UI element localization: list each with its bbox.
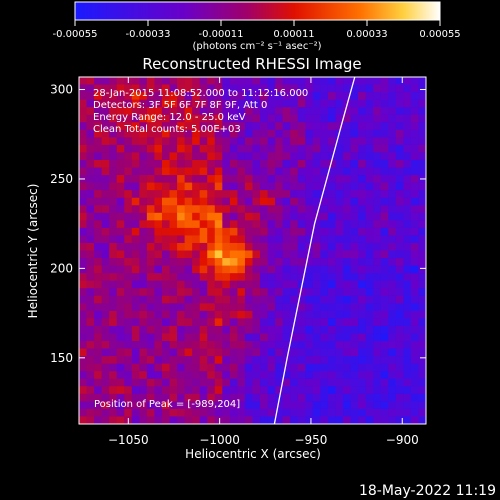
y-tick-label: 250 bbox=[50, 172, 73, 186]
annotation-clean-counts: Clean Total counts: 5.00E+03 bbox=[93, 124, 241, 135]
x-tick-label: −1050 bbox=[108, 433, 149, 447]
y-tick-label: 300 bbox=[50, 83, 73, 97]
annotation-peak-position: Position of Peak = [-989,204] bbox=[94, 399, 240, 410]
colorbar-unit-label: (photons cm⁻² s⁻¹ asec⁻²) bbox=[192, 41, 321, 52]
colorbar-tick-label: -0.00011 bbox=[199, 29, 244, 40]
footer-timestamp: 18-May-2022 11:19 bbox=[359, 483, 496, 499]
plot-frame bbox=[78, 76, 427, 425]
colorbar-tick-label: 0.00011 bbox=[273, 29, 314, 40]
colorbar-tick-label: 0.00055 bbox=[419, 29, 460, 40]
x-tick-label: −950 bbox=[294, 433, 327, 447]
colorbar-tick-label: 0.00033 bbox=[346, 29, 387, 40]
x-tick-label: −900 bbox=[386, 433, 419, 447]
x-axis-label: Heliocentric X (arcsec) bbox=[185, 447, 321, 461]
y-tick-label: 200 bbox=[50, 261, 73, 275]
annotation-detectors: Detectors: 3F 5F 6F 7F 8F 9F, Att 0 bbox=[93, 100, 267, 111]
colorbar-tick-label: -0.00033 bbox=[126, 29, 171, 40]
y-axis-label: Heliocentric Y (arcsec) bbox=[26, 184, 40, 319]
heatmap-image bbox=[79, 77, 426, 424]
x-tick-label: −1000 bbox=[199, 433, 240, 447]
solar-limb-curve bbox=[273, 77, 356, 424]
y-tick-label: 150 bbox=[50, 351, 73, 365]
chart-title: Reconstructed RHESSI Image bbox=[142, 55, 361, 73]
colorbar-tick-label: -0.00055 bbox=[53, 29, 98, 40]
annotation-energy-range: Energy Range: 12.0 - 25.0 keV bbox=[93, 112, 246, 123]
annotation-time-range: 28-Jan-2015 11:08:52.000 to 11:12:16.000 bbox=[93, 88, 308, 99]
colorbar bbox=[74, 1, 441, 21]
colorbar-ticks: -0.00055 -0.00033 -0.00011 0.00011 0.00033 0.… bbox=[53, 20, 461, 40]
axis-ticks: −1050 −1000 −950 −900 150 200 250 300 bbox=[50, 77, 426, 447]
